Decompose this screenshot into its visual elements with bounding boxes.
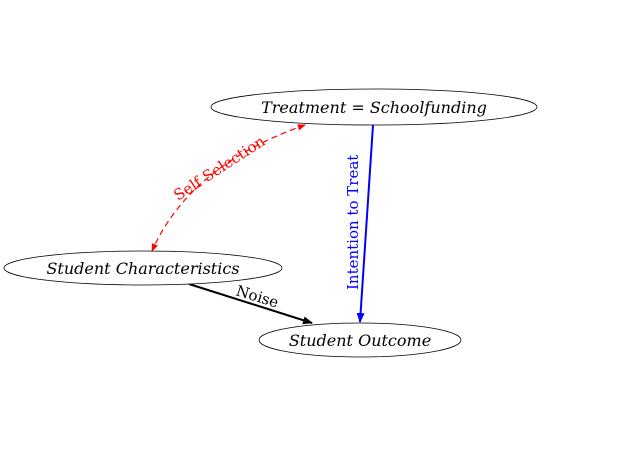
intention-to-treat-edge (356, 124, 374, 323)
student-characteristics-label: Student Characteristics (46, 259, 239, 278)
self-selection-edge (151, 124, 306, 252)
student-outcome-node: Student Outcome (258, 322, 462, 358)
noise-label: Noise (234, 282, 281, 312)
student-characteristics-node: Student Characteristics (3, 250, 283, 286)
student-outcome-label: Student Outcome (289, 331, 431, 350)
treatment-node-label: Treatment = Schoolfunding (261, 98, 487, 117)
treatment-node: Treatment = Schoolfunding (210, 88, 538, 126)
intention-to-treat-label: Intention to Treat (344, 155, 362, 290)
noise-edge (188, 283, 313, 325)
self-selection-label: Self Selection (170, 132, 268, 204)
